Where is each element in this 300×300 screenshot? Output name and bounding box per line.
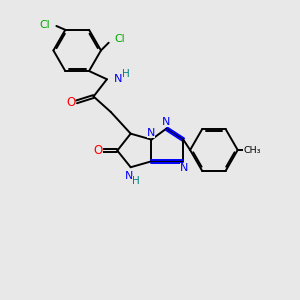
- Text: Cl: Cl: [115, 34, 125, 44]
- Text: N: N: [180, 163, 188, 173]
- Text: H: H: [122, 69, 130, 79]
- Text: O: O: [94, 144, 103, 157]
- Text: H: H: [132, 176, 140, 186]
- Text: O: O: [66, 96, 75, 109]
- Text: CH₃: CH₃: [243, 146, 261, 154]
- Text: N: N: [125, 171, 134, 181]
- Text: N: N: [147, 128, 155, 138]
- Text: N: N: [162, 117, 170, 127]
- Text: Cl: Cl: [39, 20, 50, 30]
- Text: N: N: [113, 74, 122, 84]
